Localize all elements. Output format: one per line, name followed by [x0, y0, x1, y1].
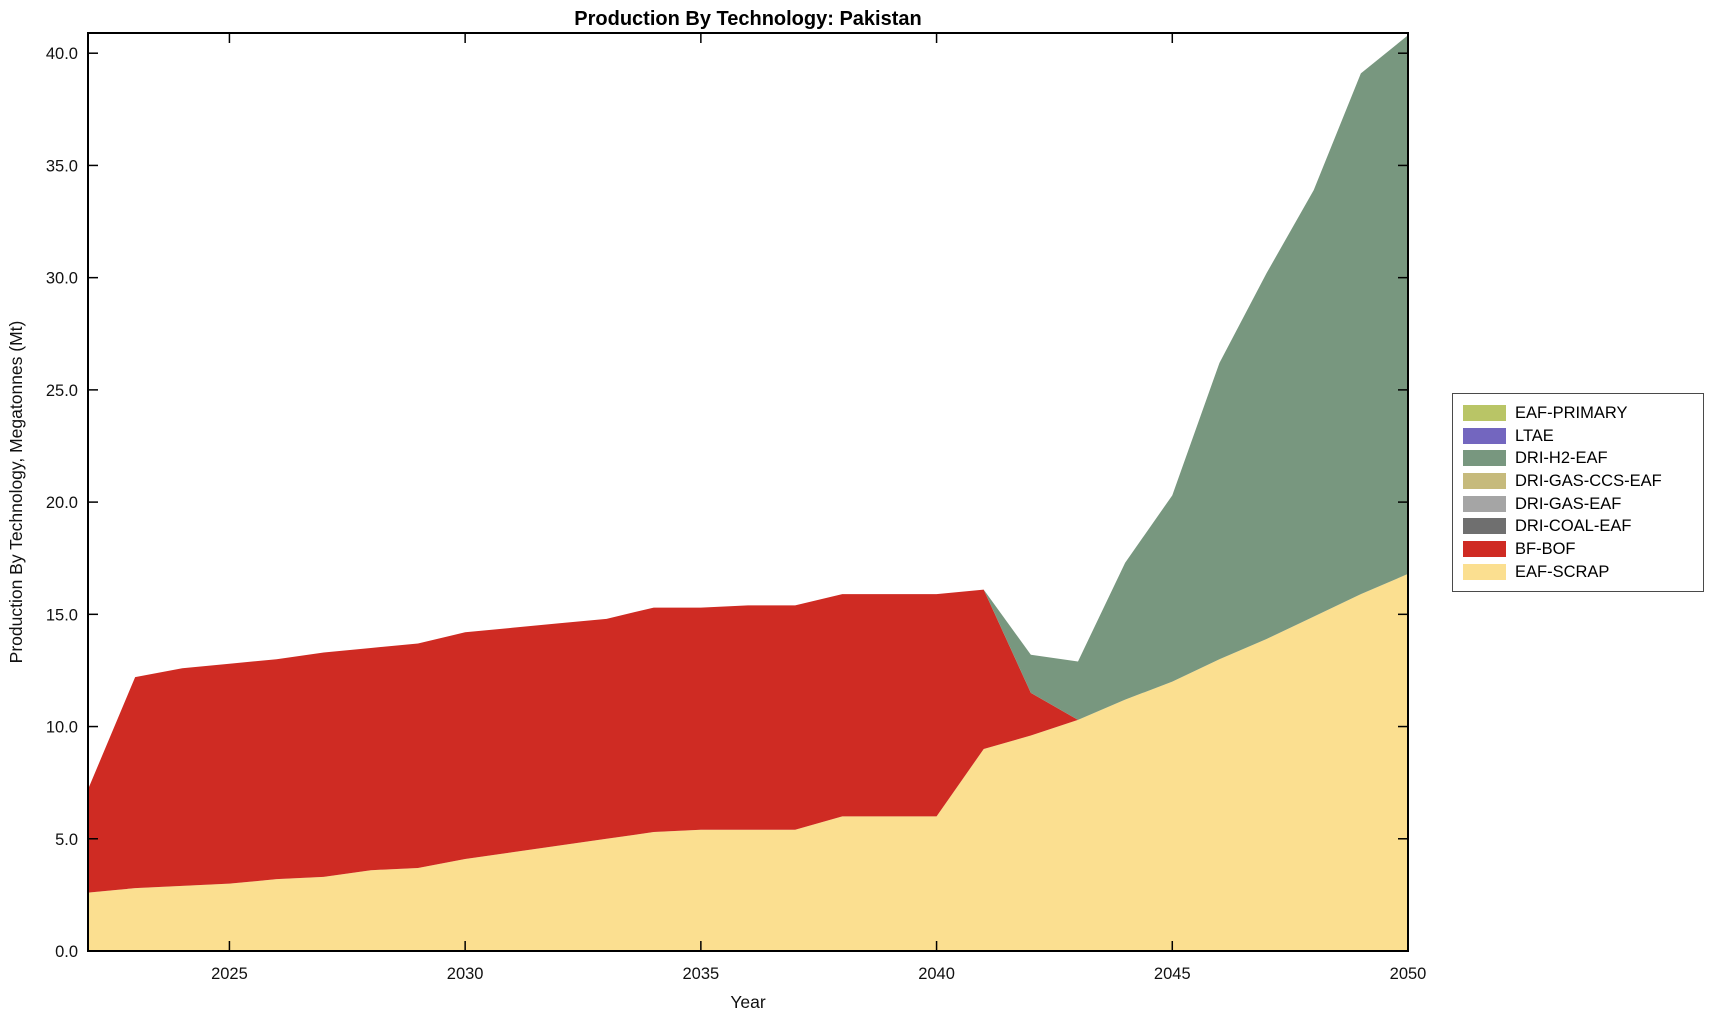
y-tick-label: 10.0 — [46, 719, 78, 737]
legend-label: DRI-COAL-EAF — [1515, 517, 1632, 536]
x-tick-label: 2035 — [682, 965, 719, 983]
y-tick-label: 25.0 — [46, 382, 78, 400]
legend-swatch-eaf-scrap — [1463, 563, 1506, 580]
legend-label: DRI-GAS-CCS-EAF — [1515, 471, 1662, 490]
legend-label: EAF-PRIMARY — [1515, 403, 1628, 422]
legend-label: DRI-H2-EAF — [1515, 449, 1608, 468]
legend-item-dri-gas-eaf: DRI-GAS-EAF — [1453, 495, 1703, 512]
legend-swatch-dri-gas-ccs-eaf — [1463, 473, 1506, 490]
legend-swatch-dri-gas-eaf — [1463, 495, 1506, 512]
y-tick-label: 35.0 — [46, 157, 78, 175]
chart-title: Production By Technology: Pakistan — [574, 8, 921, 30]
y-axis-label: Production By Technology, Megatonnes (Mt… — [6, 321, 26, 664]
y-tick-label: 40.0 — [46, 45, 78, 63]
x-tick-label: 2030 — [447, 965, 484, 983]
legend-label: DRI-GAS-EAF — [1515, 494, 1622, 513]
legend-item-dri-gas-ccs-eaf: DRI-GAS-CCS-EAF — [1453, 473, 1703, 490]
legend-item-eaf-scrap: EAF-SCRAP — [1453, 563, 1703, 580]
legend-swatch-dri-coal-eaf — [1463, 518, 1506, 535]
legend-swatch-bf-bof — [1463, 541, 1506, 558]
legend-item-dri-h2-eaf: DRI-H2-EAF — [1453, 450, 1703, 467]
x-tick-label: 2045 — [1154, 965, 1191, 983]
legend: EAF-PRIMARY LTAE DRI-H2-EAF DRI-GAS-CCS-EAF… — [1452, 393, 1704, 592]
legend-swatch-ltae — [1463, 427, 1506, 444]
legend-item-bf-bof: BF-BOF — [1453, 541, 1703, 558]
legend-item-dri-coal-eaf: DRI-COAL-EAF — [1453, 518, 1703, 535]
y-tick-label: 30.0 — [46, 270, 78, 288]
plot-border — [87, 32, 1409, 952]
x-tick-label: 2050 — [1390, 965, 1427, 983]
x-tick-label: 2040 — [918, 965, 955, 983]
legend-item-ltae: LTAE — [1453, 427, 1703, 444]
y-tick-label: 5.0 — [55, 831, 78, 849]
legend-swatch-eaf-primary — [1463, 405, 1506, 422]
y-tick-label: 0.0 — [55, 943, 78, 961]
axes: 2025 2030 2035 2040 2045 2050 0.0 5.0 10.0 15.0 20… — [46, 32, 1427, 983]
legend-item-eaf-primary: EAF-PRIMARY — [1453, 405, 1703, 422]
legend-swatch-dri-h2-eaf — [1463, 450, 1506, 467]
stacked-areas — [88, 35, 1408, 951]
y-tick-label: 15.0 — [46, 606, 78, 624]
legend-label: EAF-SCRAP — [1515, 562, 1610, 581]
legend-label: BF-BOF — [1515, 539, 1576, 558]
legend-label: LTAE — [1515, 426, 1554, 445]
eaf-scrap-area — [88, 573, 1408, 951]
x-axis-label: Year — [730, 992, 766, 1012]
y-tick-label: 20.0 — [46, 494, 78, 512]
x-tick-label: 2025 — [211, 965, 248, 983]
bf-bof-area — [88, 573, 1408, 893]
